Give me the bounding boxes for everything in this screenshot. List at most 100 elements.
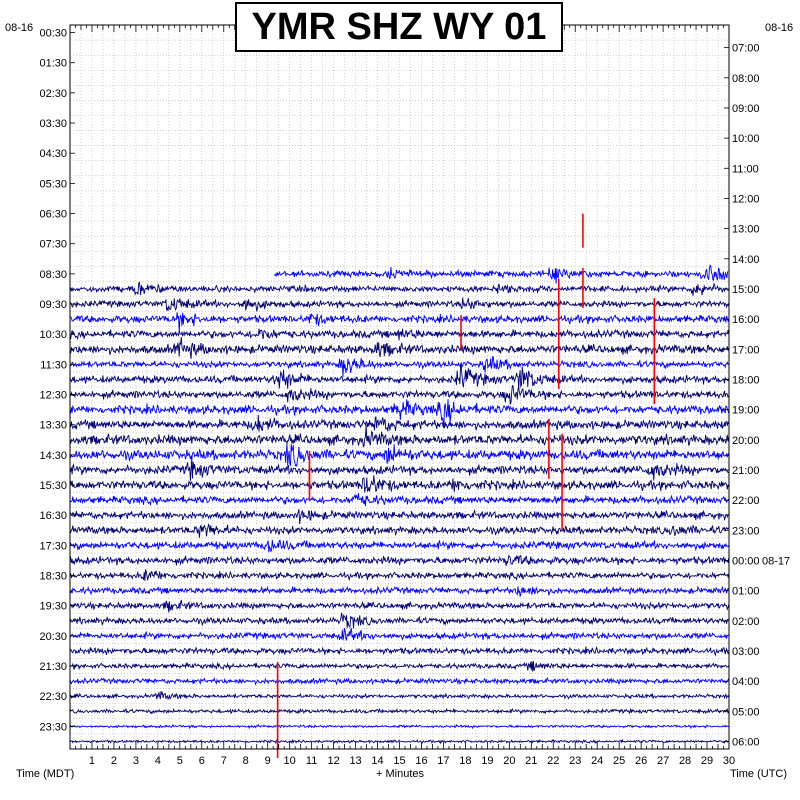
trace-row	[69, 493, 730, 507]
left-tick-label: 03:30	[39, 118, 67, 130]
left-tick-label: 17:30	[39, 540, 67, 552]
right-tick-label: 07:00	[732, 43, 760, 55]
right-tick-label: 02:00	[732, 616, 760, 628]
right-tick-label: 03:00	[732, 646, 760, 658]
trace-row	[69, 355, 729, 377]
x-tick-label: 13	[349, 755, 361, 767]
x-tick-label: 5	[177, 755, 183, 767]
trace-row	[69, 297, 730, 312]
right-tick-label: 21:00	[732, 465, 760, 477]
left-tick-label: 20:30	[39, 631, 67, 643]
left-tick-label: 23:30	[39, 721, 67, 733]
x-tick-label: 25	[613, 755, 625, 767]
x-tick-label: 14	[371, 755, 383, 767]
x-tick-label: 3	[133, 755, 139, 767]
trace-row	[69, 312, 730, 333]
left-date-label: 08-16	[5, 22, 33, 34]
left-tick-label: 12:30	[39, 390, 67, 402]
x-tick-label: 22	[547, 755, 559, 767]
x-axis-label: + Minutes	[376, 768, 424, 780]
left-tick-label: 08:30	[39, 269, 67, 281]
right-tick-label: 00:00	[732, 555, 760, 567]
trace-row	[69, 384, 730, 405]
trace-row	[69, 508, 730, 524]
trace-row	[69, 337, 730, 359]
x-tick-label: 10	[284, 755, 296, 767]
right-tick-label: 15:00	[732, 284, 760, 296]
left-axis-label: Time (MDT)	[16, 768, 74, 780]
left-tick-label: 11:30	[40, 359, 67, 371]
right-tick-label: 22:00	[732, 495, 760, 507]
right-axis-label: Time (UTC)	[730, 768, 787, 780]
x-tick-label: 7	[221, 755, 227, 767]
left-time-axis: 00:30 01:30 02:30 03:30 04:30 05:30 06:30 07:30…	[39, 28, 75, 733]
trace-row	[69, 646, 730, 657]
x-tick-label: 24	[591, 755, 603, 767]
left-tick-label: 05:30	[39, 178, 67, 190]
right-tick-label: 20:00	[732, 435, 760, 447]
left-tick-label: 06:30	[39, 209, 67, 221]
left-tick-label: 13:30	[39, 420, 67, 432]
seismic-traces	[69, 264, 730, 745]
x-tick-label: 9	[265, 755, 271, 767]
trace-row	[69, 281, 730, 296]
right-date-change-label: 08-17	[762, 555, 790, 567]
x-tick-label: 19	[481, 755, 493, 767]
x-tick-label: 18	[459, 755, 471, 767]
right-tick-label: 23:00	[732, 525, 760, 537]
trace-row	[69, 628, 729, 642]
x-tick-label: 29	[701, 755, 713, 767]
x-tick-label: 26	[635, 755, 647, 767]
x-tick-label: 4	[155, 755, 161, 767]
left-tick-label: 09:30	[39, 299, 67, 311]
left-tick-label: 04:30	[39, 148, 67, 160]
right-tick-label: 14:00	[732, 254, 760, 266]
trace-row	[69, 458, 729, 481]
x-tick-label: 12	[327, 755, 339, 767]
trace-row	[69, 399, 730, 429]
trace-row	[69, 738, 729, 745]
trace-row	[69, 569, 730, 582]
right-time-axis: 07:00 08:00 09:00 10:00 11:00 12:00 13:00 14:00…	[724, 43, 790, 748]
right-tick-label: 12:00	[732, 193, 760, 205]
right-tick-label: 16:00	[732, 314, 760, 326]
trace-row	[69, 707, 729, 715]
x-tick-label: 21	[525, 755, 537, 767]
trace-row	[69, 723, 729, 730]
x-tick-label: 15	[393, 755, 405, 767]
trace-row	[69, 612, 729, 629]
right-tick-label: 13:00	[732, 224, 760, 236]
left-tick-label: 19:30	[39, 601, 67, 613]
trace-row	[69, 661, 730, 672]
trace-row	[69, 475, 730, 493]
trace-row	[69, 539, 730, 553]
left-tick-label: 00:30	[39, 28, 67, 40]
left-tick-label: 07:30	[39, 239, 67, 251]
right-date-label: 08-16	[765, 22, 793, 34]
trace-row	[69, 599, 730, 613]
trace-row	[69, 328, 730, 341]
trace-row	[69, 585, 730, 597]
left-tick-label: 14:30	[39, 450, 67, 462]
left-tick-label: 22:30	[39, 691, 67, 703]
x-tick-label: 11	[306, 755, 317, 767]
grid	[70, 25, 729, 749]
trace-row	[69, 424, 730, 448]
trace-row	[69, 690, 730, 700]
left-tick-label: 10:30	[39, 329, 67, 341]
x-tick-label: 30	[723, 755, 735, 767]
right-tick-label: 18:00	[732, 374, 760, 386]
left-tick-label: 01:30	[39, 58, 67, 70]
chart-title: YMR SHZ WY 01	[235, 2, 563, 52]
x-tick-label: 28	[679, 755, 691, 767]
right-tick-label: 19:00	[732, 405, 760, 417]
trace-row	[69, 676, 730, 686]
x-tick-label: 8	[243, 755, 249, 767]
trace-row	[69, 364, 730, 389]
left-tick-label: 18:30	[39, 571, 67, 583]
event-picks	[276, 213, 656, 759]
left-tick-label: 02:30	[39, 88, 67, 100]
right-tick-label: 01:00	[732, 586, 760, 598]
right-tick-label: 05:00	[732, 706, 760, 718]
